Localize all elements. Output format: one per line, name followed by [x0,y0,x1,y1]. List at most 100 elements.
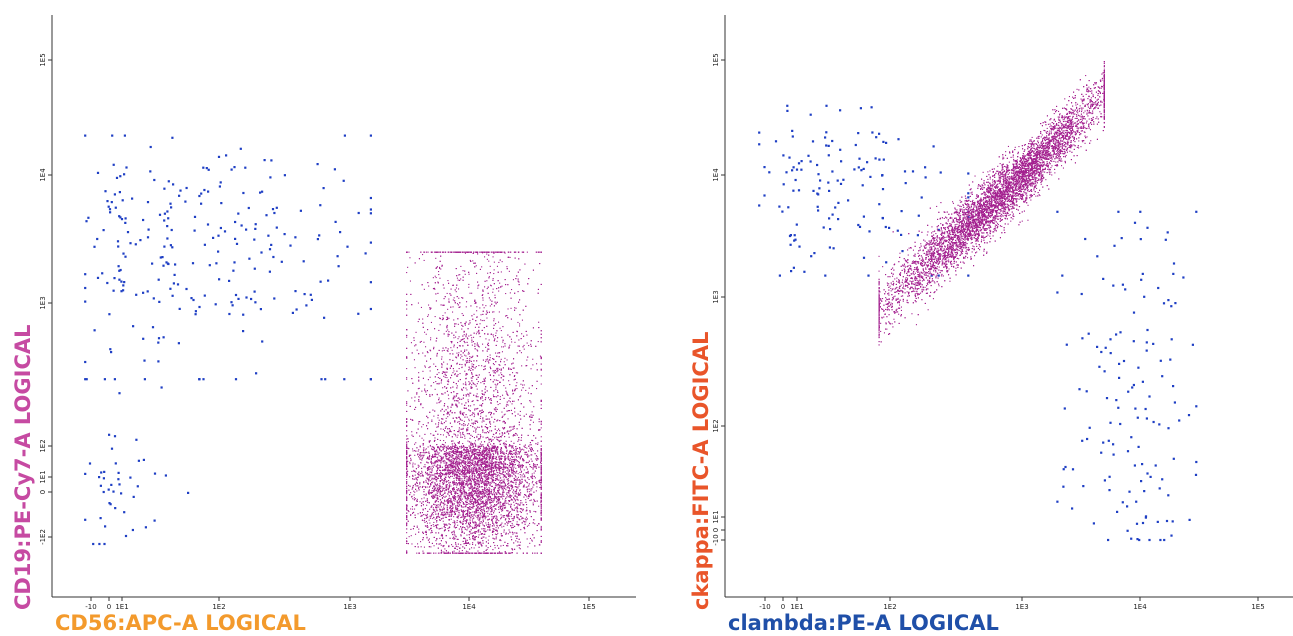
data-point [114,206,117,209]
data-point [499,463,501,465]
data-point [517,321,519,323]
data-point [513,496,515,498]
data-point [450,459,452,461]
data-point [438,329,440,331]
data-point [425,333,427,335]
data-point [109,211,112,214]
data-point [500,458,502,460]
data-point [450,460,452,462]
data-point [509,457,511,459]
data-point [157,278,160,281]
data-point [447,501,449,503]
data-point [477,407,479,409]
data-point [487,452,489,454]
data-point [495,521,497,523]
data-point [440,421,442,423]
data-point [513,504,515,506]
data-point [173,273,176,276]
data-point [510,474,512,476]
data-point [539,487,541,489]
data-point [452,468,454,470]
data-point [433,251,435,253]
data-point [442,508,444,510]
data-point [110,447,114,450]
data-point [484,511,486,513]
data-point [448,451,450,453]
data-point [509,384,511,386]
data-point [457,342,459,344]
data-point [174,263,177,266]
data-point [451,500,453,502]
data-point [444,445,446,447]
data-point [509,531,511,533]
data-point [139,239,142,242]
data-point [84,134,87,137]
data-point [462,270,464,272]
data-point [484,515,486,517]
data-point [436,393,438,395]
data-point [499,458,501,460]
data-point [217,155,221,158]
data-point [491,509,493,511]
data-point [467,424,469,426]
data-point [470,392,472,394]
data-point [369,196,372,200]
data-point [481,496,483,498]
data-point [482,501,484,503]
data-point [369,208,372,211]
data-point [510,338,512,340]
data-point [413,470,415,472]
data-point [191,262,195,265]
data-point [478,461,480,463]
data-point [234,237,237,240]
data-point [434,275,436,277]
data-point [532,502,534,504]
data-point [464,470,466,472]
data-point [459,502,461,504]
data-point [487,495,489,497]
data-point [443,506,445,508]
data-point [112,289,115,292]
data-point [169,287,172,290]
data-point [478,333,480,335]
data-point [449,497,451,499]
data-point [467,427,469,429]
data-point [453,460,455,462]
data-point [472,341,474,343]
data-point [431,448,433,450]
data-point [462,512,464,514]
data-point [528,496,530,498]
data-point [458,352,460,354]
data-point [441,479,443,481]
data-point [509,459,511,461]
data-point [515,455,517,457]
data-point [475,544,477,546]
data-point [490,457,492,459]
data-point [273,297,276,300]
data-point [519,448,521,450]
data-point [479,542,481,544]
data-point [444,492,446,494]
data-point [494,466,496,468]
data-point [486,496,488,498]
data-point [515,540,517,542]
data-point [483,482,485,484]
data-point [474,485,476,487]
data-point [171,246,174,249]
data-point [539,251,541,253]
data-point [162,336,165,339]
data-point [452,445,454,447]
data-point [459,473,461,475]
data-point [463,495,465,497]
data-point [540,492,542,494]
data-point [488,372,490,374]
data-point [501,482,503,484]
data-point [457,546,459,548]
data-point [518,345,520,347]
data-point [427,251,429,253]
data-point [253,267,256,270]
data-point [526,342,528,344]
data-point [406,495,408,497]
data-point [498,456,500,458]
data-point [461,455,463,457]
